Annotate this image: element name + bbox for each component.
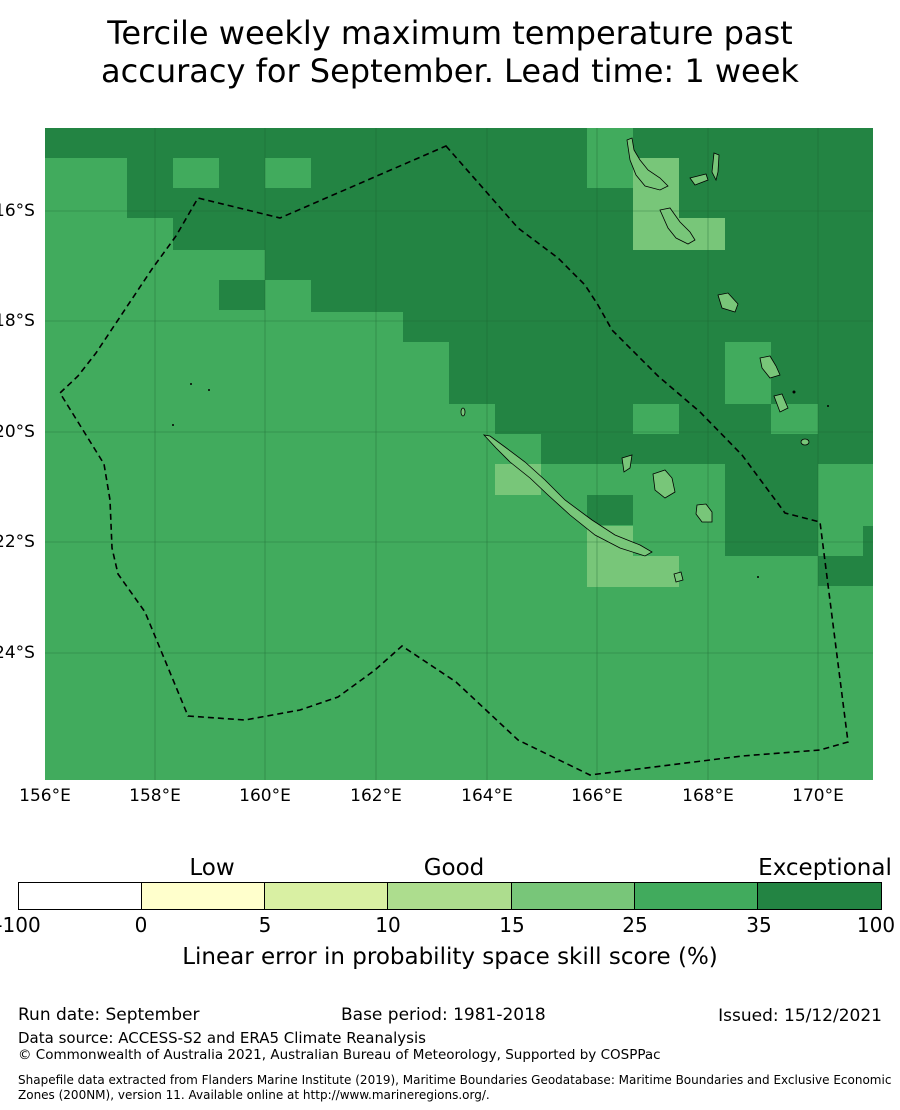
x-tick-158: 158°E (129, 786, 181, 806)
y-tick-22s: 22°S (0, 532, 35, 552)
islets (172, 383, 829, 578)
legend-category-low: Low (189, 855, 235, 881)
skill-map (45, 128, 873, 780)
issued-date: Issued: 15/12/2021 (718, 1006, 882, 1026)
colorbar (18, 882, 882, 910)
colorbar-segment (19, 883, 142, 909)
efate-island (659, 207, 696, 245)
colorbar-segment (758, 883, 882, 909)
x-tick-168: 168°E (682, 786, 734, 806)
x-tick-162: 162°E (350, 786, 402, 806)
x-tick-164: 164°E (461, 786, 513, 806)
new-caledonia-island (482, 434, 653, 557)
x-tick-160: 160°E (239, 786, 291, 806)
ouvea-island (621, 454, 633, 473)
colorbar-tick: 5 (258, 913, 272, 937)
x-tick-156: 156°E (19, 786, 71, 806)
y-tick-24s: 24°S (0, 643, 35, 663)
espiritu-santo-island (626, 137, 669, 191)
x-tick-170: 170°E (792, 786, 844, 806)
eez-boundary (58, 145, 849, 776)
skill-grid (45, 128, 873, 780)
colorbar-segment (265, 883, 389, 909)
gridlines (45, 128, 873, 780)
north-island (711, 152, 720, 182)
colorbar-tick: 15 (499, 913, 525, 937)
colorbar-label: Linear error in probability space skill … (182, 944, 718, 970)
colorbar-tick: 25 (622, 913, 648, 937)
loyalty-island (759, 355, 781, 379)
shapefile-credit: Shapefile data extracted from Flanders M… (18, 1073, 892, 1102)
title-line-2: accuracy for September. Lead time: 1 wee… (101, 52, 799, 90)
colorbar-segment (388, 883, 512, 909)
y-tick-18s: 18°S (0, 311, 35, 331)
colorbar-tick: 100 (856, 913, 896, 937)
colorbar-tick: -100 (0, 913, 41, 937)
colorbar-segment (511, 883, 635, 909)
lifou-island (652, 469, 676, 499)
legend-category-exceptional: Exceptional (758, 855, 892, 881)
colorbar-tick: 10 (375, 913, 401, 937)
x-tick-166: 166°E (571, 786, 623, 806)
map-title: Tercile weekly maximum temperature past … (0, 14, 900, 90)
title-line-1: Tercile weekly maximum temperature past (107, 14, 793, 52)
good-cells (173, 128, 873, 556)
run-date: Run date: September (18, 1005, 200, 1025)
colorbar-tick: 0 (134, 913, 148, 937)
base-period: Base period: 1981-2018 (341, 1005, 546, 1025)
y-tick-16s: 16°S (0, 201, 35, 221)
colorbar-segment (634, 883, 759, 909)
mare-island (695, 503, 713, 523)
data-source: Data source: ACCESS-S2 and ERA5 Climate … (18, 1029, 426, 1047)
colorbar-segment (141, 883, 266, 909)
y-tick-20s: 20°S (0, 422, 35, 442)
colorbar-tick: 35 (746, 913, 772, 937)
legend-category-good: Good (423, 855, 485, 881)
copyright: © Commonwealth of Australia 2021, Austra… (18, 1047, 661, 1063)
islands (460, 137, 810, 583)
